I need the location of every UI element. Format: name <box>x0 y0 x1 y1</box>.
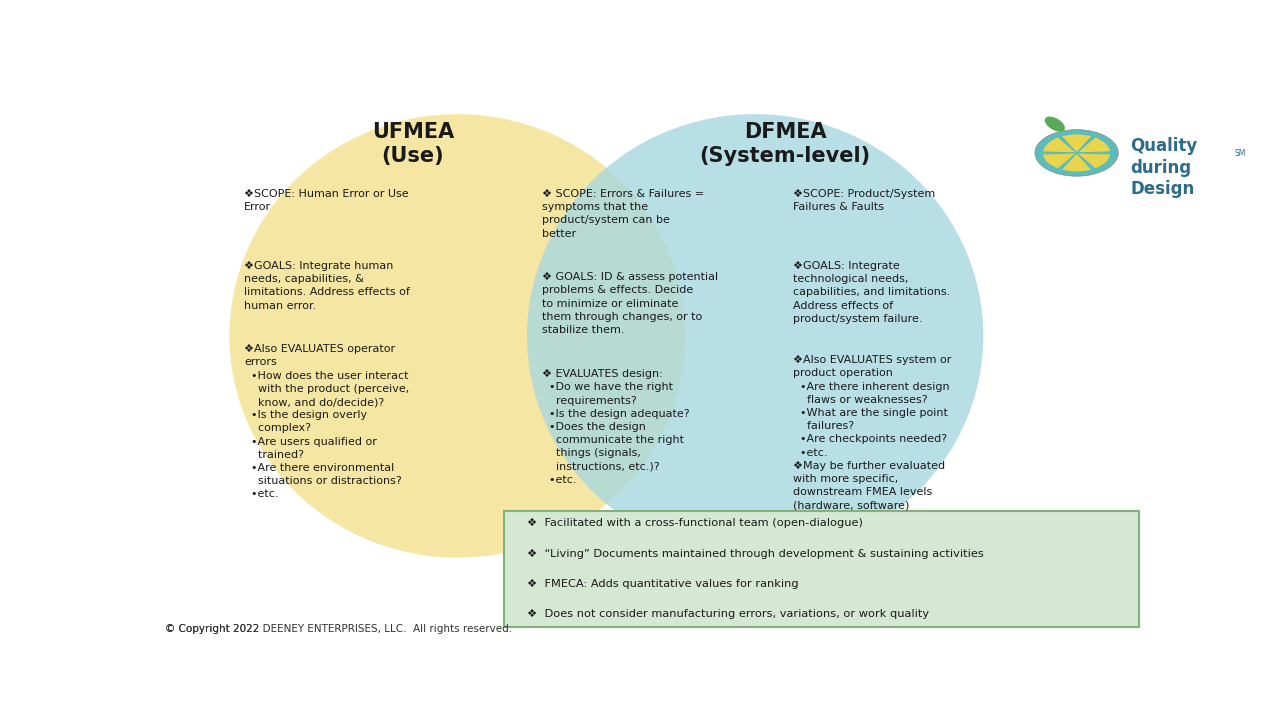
Text: UFMEA
(Use): UFMEA (Use) <box>371 122 454 166</box>
Text: ❖GOALS: Integrate
technological needs,
capabilities, and limitations.
Address ef: ❖GOALS: Integrate technological needs, c… <box>792 261 950 324</box>
Text: ❖  FMECA: Adds quantitative values for ranking: ❖ FMECA: Adds quantitative values for ra… <box>527 579 799 589</box>
Wedge shape <box>1042 153 1076 169</box>
Text: SM: SM <box>1234 150 1245 158</box>
Text: ❖  “Living” Documents maintained through development & sustaining activities: ❖ “Living” Documents maintained through … <box>527 549 984 559</box>
Wedge shape <box>1061 134 1092 153</box>
Wedge shape <box>1076 137 1111 153</box>
Ellipse shape <box>527 114 983 557</box>
Wedge shape <box>1042 137 1076 153</box>
Text: ❖SCOPE: Product/System
Failures & Faults: ❖SCOPE: Product/System Failures & Faults <box>792 189 936 212</box>
Text: DFMEA
(System-level): DFMEA (System-level) <box>699 122 870 166</box>
Text: ❖ EVALUATES design:
  •Do we have the right
    requirements?
  •Is the design a: ❖ EVALUATES design: •Do we have the righ… <box>541 369 690 485</box>
Text: ❖  Does not consider manufacturing errors, variations, or work quality: ❖ Does not consider manufacturing errors… <box>527 609 929 619</box>
Text: ❖GOALS: Integrate human
needs, capabilities, &
limitations. Address effects of
h: ❖GOALS: Integrate human needs, capabilit… <box>244 261 410 310</box>
Text: © Copyright 2022: © Copyright 2022 <box>165 624 262 634</box>
Text: ❖ GOALS: ID & assess potential
problems & effects. Decide
to minimize or elimina: ❖ GOALS: ID & assess potential problems … <box>541 272 718 335</box>
Text: © Copyright 2022 DEENEY ENTERPRISES, LLC.  All rights reserved.: © Copyright 2022 DEENEY ENTERPRISES, LLC… <box>165 624 512 634</box>
Text: ❖ SCOPE: Errors & Failures =
symptoms that the
product/system can be
better: ❖ SCOPE: Errors & Failures = symptoms th… <box>541 189 704 238</box>
Text: ❖Also EVALUATES operator
errors
  •How does the user interact
    with the produ: ❖Also EVALUATES operator errors •How doe… <box>244 344 410 500</box>
Wedge shape <box>1076 153 1111 169</box>
Text: ❖  Facilitated with a cross-functional team (open-dialogue): ❖ Facilitated with a cross-functional te… <box>527 518 863 528</box>
Circle shape <box>1036 130 1119 176</box>
Ellipse shape <box>229 114 686 557</box>
Text: Quality
during
Design: Quality during Design <box>1130 138 1197 199</box>
Text: ❖Also EVALUATES system or
product operation
  •Are there inherent design
    fla: ❖Also EVALUATES system or product operat… <box>792 355 951 510</box>
Text: ❖SCOPE: Human Error or Use
Error: ❖SCOPE: Human Error or Use Error <box>244 189 408 212</box>
Ellipse shape <box>1044 117 1065 132</box>
FancyBboxPatch shape <box>504 510 1139 627</box>
Wedge shape <box>1061 153 1092 172</box>
